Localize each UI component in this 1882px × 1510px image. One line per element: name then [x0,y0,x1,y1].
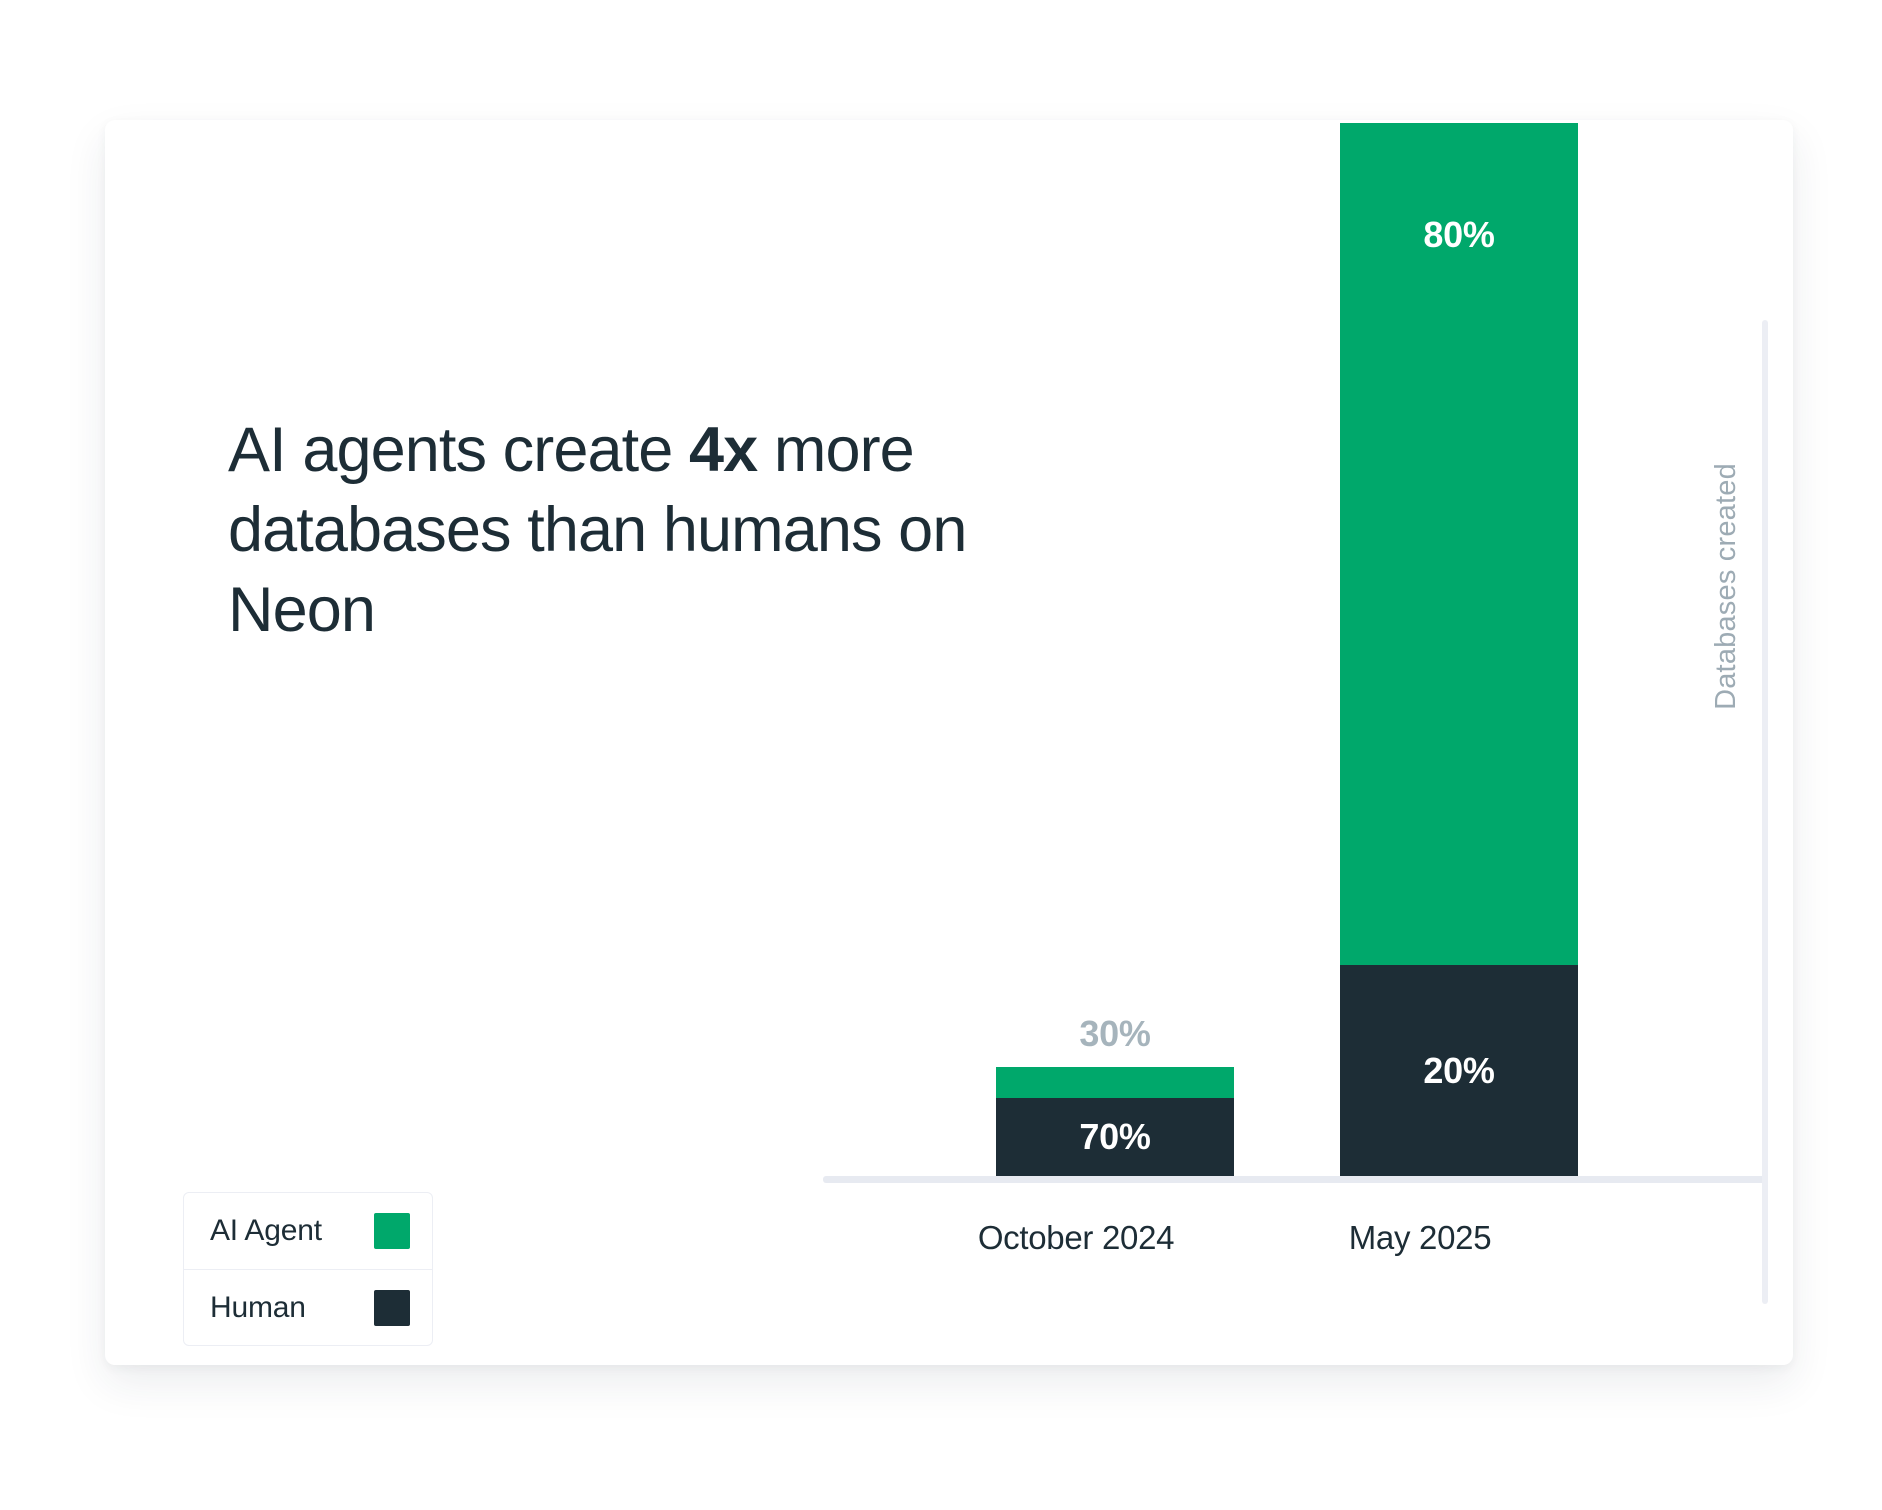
bar-segment-label-human-october-2024: 70% [1079,1116,1151,1157]
legend-label-human: Human [210,1290,306,1324]
y-axis-line [1762,320,1768,1304]
legend-item-human[interactable]: Human [184,1269,432,1345]
bar-group: 30% 30% 70% 80% 20% [958,123,1618,1176]
bar-may-2025[interactable]: 80% 20% [1340,123,1578,1176]
chart-legend[interactable]: AI Agent Human [183,1192,433,1346]
legend-swatch-human [374,1289,410,1326]
plot-area: Databases created 30% 30% 70% 80% [718,123,1778,1305]
x-tick-label-may-2025: May 2025 [1348,1219,1492,1256]
bar-segment-ai-agent-october-2024[interactable]: 30% [996,1067,1234,1098]
y-axis-title: Databases created [1710,463,1743,710]
legend-label-ai-agent: AI Agent [210,1214,322,1247]
bar-segment-label-ai-agent-may-2025: 80% [1423,214,1495,255]
legend-item-ai-agent[interactable]: AI Agent [184,1193,432,1269]
bar-segment-label-human-may-2025: 20% [1423,1049,1495,1091]
bar-segment-human-october-2024[interactable]: 70% [996,1098,1234,1176]
bar-segment-ai-agent-may-2025[interactable]: 80% [1340,123,1578,965]
bar-segment-human-may-2025[interactable]: 20% [1340,965,1578,1176]
x-axis-line [823,1176,1768,1183]
headline-part-1: AI agents create [228,415,689,485]
headline-part-2: more databases than humans on Neon [228,415,967,645]
bar-october-2024[interactable]: 30% 30% 70% [996,1016,1234,1176]
headline-emphasis: 4x [688,415,758,485]
page-title: AI agents create 4x more databases than … [228,410,1018,650]
chart-card: AI agents create 4x more databases than … [105,120,1793,1365]
x-tick-label-october-2024: October 2024 [977,1219,1175,1256]
bar-label-outside-october-2024: 30% [1079,1013,1151,1054]
legend-swatch-ai-agent [374,1213,410,1249]
